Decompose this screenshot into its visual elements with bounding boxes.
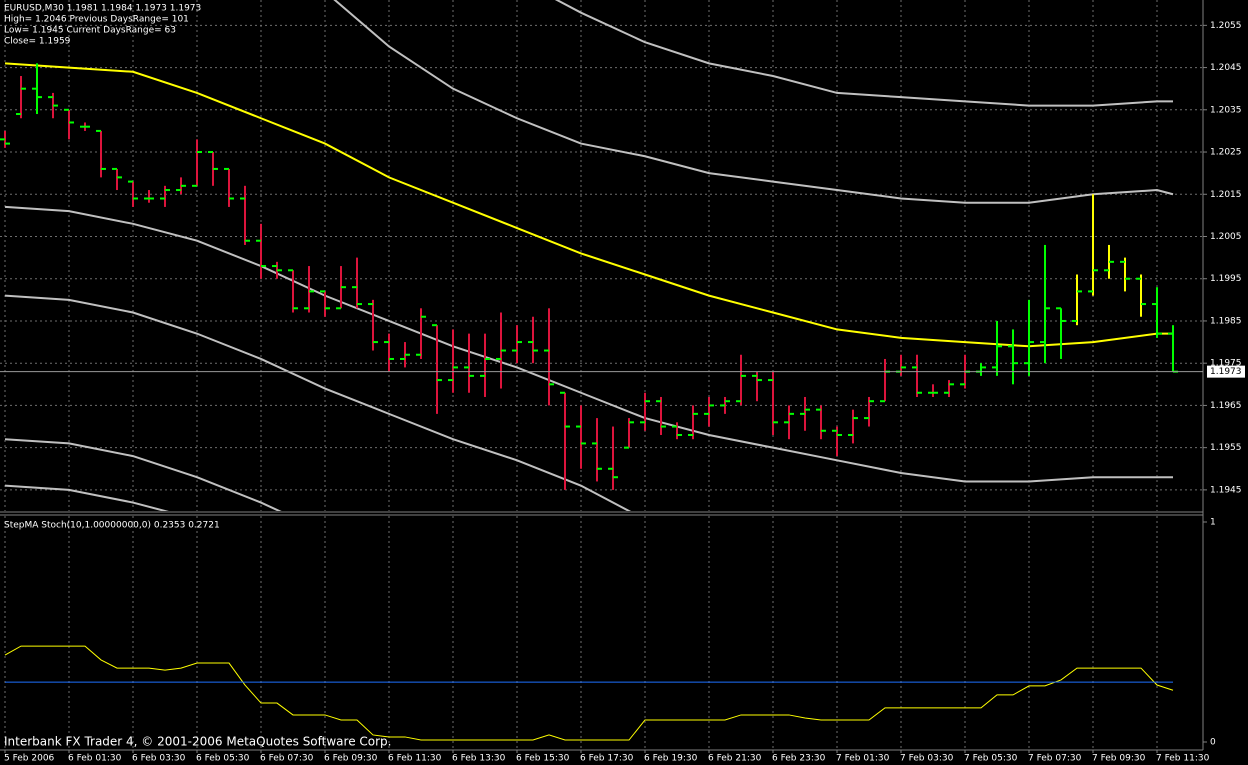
y-tick-label: 1.1955 bbox=[1210, 443, 1242, 453]
y-tick-label: 1.1965 bbox=[1210, 401, 1242, 411]
x-tick-label: 6 Feb 19:30 bbox=[644, 754, 698, 764]
footer: Interbank FX Trader 4, © 2001-2006 MetaQ… bbox=[4, 735, 392, 749]
x-tick-label: 6 Feb 09:30 bbox=[324, 754, 378, 764]
y-tick-label: 1.1995 bbox=[1210, 274, 1242, 284]
series-line bbox=[4, 645, 1174, 741]
series-line bbox=[333, 0, 1174, 204]
x-tick-label: 6 Feb 11:30 bbox=[388, 754, 442, 764]
x-tick-label: 6 Feb 15:30 bbox=[516, 754, 570, 764]
x-tick-label: 6 Feb 03:30 bbox=[132, 754, 186, 764]
x-tick-label: 6 Feb 05:30 bbox=[196, 754, 250, 764]
y-tick-label: 1.2005 bbox=[1210, 232, 1242, 242]
x-tick-label: 7 Feb 05:30 bbox=[964, 754, 1018, 764]
series-line bbox=[554, 0, 1173, 107]
x-tick-label: 5 Feb 2006 bbox=[4, 754, 55, 764]
y-tick-label: 1.2045 bbox=[1210, 63, 1242, 73]
x-tick-label: 7 Feb 07:30 bbox=[1028, 754, 1082, 764]
labels: EURUSD,M30 1.1981 1.1984 1.1973 1.1973 H… bbox=[4, 4, 1245, 764]
main-plot bbox=[0, 0, 1203, 511]
y-tick-label: 1.2035 bbox=[1210, 105, 1242, 115]
header-line: Low= 1.1945 Current DaysRange= 63 bbox=[4, 26, 176, 36]
x-tick-label: 6 Feb 07:30 bbox=[260, 754, 314, 764]
indicator-title: StepMA Stoch(10,1.00000000,0) 0.2353 0.2… bbox=[4, 521, 220, 531]
last-price-label: 1.1973 bbox=[1210, 367, 1242, 377]
x-tick-label: 7 Feb 09:30 bbox=[1092, 754, 1146, 764]
header-line: Close= 1.1959 bbox=[4, 37, 71, 47]
x-tick-label: 6 Feb 23:30 bbox=[772, 754, 826, 764]
x-tick-label: 7 Feb 03:30 bbox=[900, 754, 954, 764]
x-tick-label: 6 Feb 21:30 bbox=[708, 754, 762, 764]
y-tick-label: 1.1985 bbox=[1210, 316, 1242, 326]
series-line bbox=[4, 205, 1173, 483]
x-tick-label: 6 Feb 13:30 bbox=[452, 754, 506, 764]
y-tick-label: 1.2015 bbox=[1210, 190, 1242, 200]
last-price-box bbox=[1207, 365, 1245, 378]
series-line bbox=[4, 294, 632, 511]
series-line bbox=[4, 438, 282, 511]
y-tick-label: 0 bbox=[1210, 738, 1216, 748]
y-tick-label: 1 bbox=[1210, 518, 1216, 528]
x-tick-label: 6 Feb 17:30 bbox=[580, 754, 634, 764]
x-tick-label: 6 Feb 01:30 bbox=[68, 754, 122, 764]
series-line bbox=[4, 484, 169, 511]
y-tick-label: 1.2055 bbox=[1210, 21, 1242, 31]
y-tick-label: 1.1975 bbox=[1210, 359, 1242, 369]
y-tick-label: 1.1945 bbox=[1210, 485, 1242, 495]
series-line bbox=[4, 62, 1173, 348]
indicator-plot bbox=[4, 516, 1174, 750]
header-line: High= 1.2046 Previous DaysRange= 101 bbox=[4, 15, 189, 25]
header-line: EURUSD,M30 1.1981 1.1984 1.1973 1.1973 bbox=[4, 4, 201, 14]
y-tick-label: 1.2025 bbox=[1210, 148, 1242, 158]
x-tick-label: 7 Feb 11:30 bbox=[1156, 754, 1210, 764]
x-tick-label: 7 Feb 01:30 bbox=[836, 754, 890, 764]
